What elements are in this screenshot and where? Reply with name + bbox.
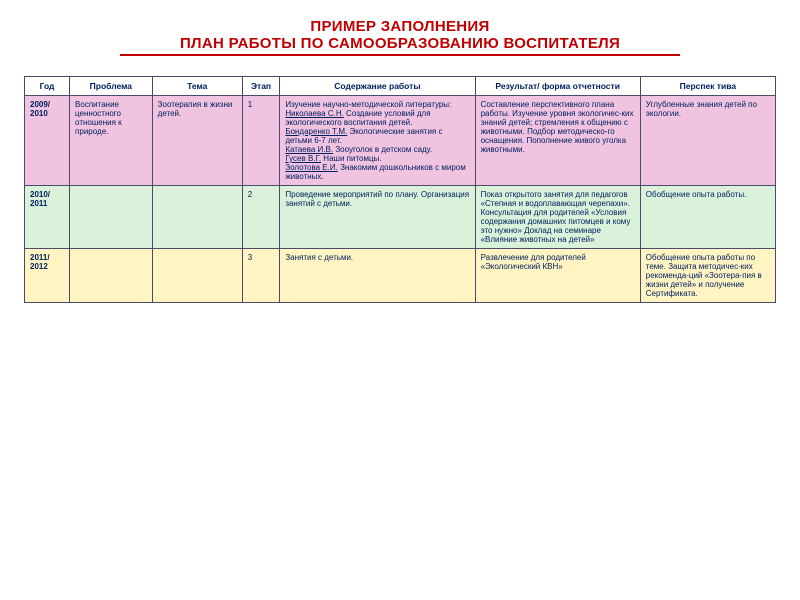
plan-table: Год Проблема Тема Этап Содержание работы…: [24, 76, 776, 303]
content-author: Николаева С.Н.: [285, 109, 344, 118]
cell-result: Показ открытого занятия для педагогов «С…: [475, 186, 640, 249]
cell-content: Проведение мероприятий по плану. Организ…: [280, 186, 475, 249]
page-title-block: ПРИМЕР ЗАПОЛНЕНИЯ ПЛАН РАБОТЫ ПО САМООБР…: [0, 0, 800, 68]
table-header-row: Год Проблема Тема Этап Содержание работы…: [25, 77, 776, 96]
header-problem: Проблема: [70, 77, 153, 96]
content-author: Гусев В.Г.: [285, 154, 321, 163]
content-author: Бондаренко Т.М.: [285, 127, 347, 136]
cell-year: 2011/ 2012: [25, 249, 70, 303]
title-underline: [120, 54, 680, 56]
cell-stage: 2: [242, 186, 280, 249]
content-author: Золотова Е.И.: [285, 163, 338, 172]
cell-theme: [152, 186, 242, 249]
cell-result: Развлечение для родителей «Экологический…: [475, 249, 640, 303]
header-content: Содержание работы: [280, 77, 475, 96]
content-rest: Наши питомцы.: [321, 154, 381, 163]
cell-problem: [70, 186, 153, 249]
cell-perspective: Углубленные знания детей по экологии.: [640, 96, 775, 186]
content-author: Катаева И.В.: [285, 145, 333, 154]
table-row: 2011/ 2012 3 Занятия с детьми. Развлечен…: [25, 249, 776, 303]
content-rest: Зооуголок в детском саду.: [333, 145, 432, 154]
cell-problem: [70, 249, 153, 303]
title-line-2: ПЛАН РАБОТЫ ПО САМООБРАЗОВАНИЮ ВОСПИТАТЕ…: [0, 35, 800, 52]
header-perspective: Перспек тива: [640, 77, 775, 96]
header-year: Год: [25, 77, 70, 96]
cell-year: 2009/ 2010: [25, 96, 70, 186]
cell-perspective: Обобщение опыта работы по теме. Защита м…: [640, 249, 775, 303]
header-stage: Этап: [242, 77, 280, 96]
cell-content: Занятия с детьми.: [280, 249, 475, 303]
cell-theme: [152, 249, 242, 303]
table-row: 2010/ 2011 2 Проведение мероприятий по п…: [25, 186, 776, 249]
content-intro: Изучение научно-методической литературы:: [285, 100, 451, 109]
table-row: 2009/ 2010 Воспитание ценностного отноше…: [25, 96, 776, 186]
cell-content: Изучение научно-методической литературы:…: [280, 96, 475, 186]
cell-stage: 1: [242, 96, 280, 186]
cell-stage: 3: [242, 249, 280, 303]
header-theme: Тема: [152, 77, 242, 96]
cell-theme: Зоотерапия в жизни детей.: [152, 96, 242, 186]
cell-result: Составление перспективного плана работы.…: [475, 96, 640, 186]
header-result: Результат/ форма отчетности: [475, 77, 640, 96]
cell-perspective: Обобщение опыта работы.: [640, 186, 775, 249]
cell-problem: Воспитание ценностного отношения к приро…: [70, 96, 153, 186]
cell-year: 2010/ 2011: [25, 186, 70, 249]
title-line-1: ПРИМЕР ЗАПОЛНЕНИЯ: [0, 18, 800, 35]
